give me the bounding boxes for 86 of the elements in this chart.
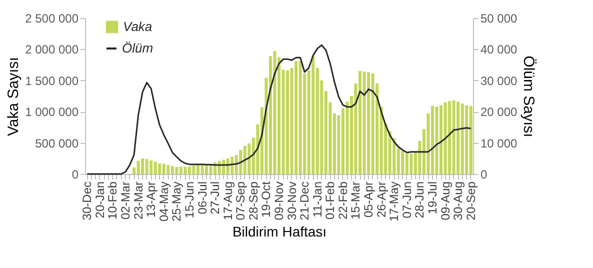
- x-tick-label: 26-Apr: [374, 182, 388, 218]
- bar: [294, 61, 298, 174]
- bar: [469, 106, 472, 174]
- bar: [175, 167, 178, 174]
- x-tick-label: 23-Mar: [131, 182, 146, 220]
- x-tick-label: 02-Mar: [118, 182, 133, 220]
- x-tick-label: 19-Jul: [425, 182, 440, 214]
- y-tick-label: 1 000 000: [25, 105, 79, 120]
- x-tick-label: 28-Jun: [412, 182, 427, 218]
- bar: [145, 159, 148, 174]
- bar: [154, 162, 157, 174]
- bar: [371, 74, 374, 174]
- x-tick-label: 28-Sep: [246, 181, 260, 220]
- bar: [141, 158, 144, 174]
- x-tick-label: 17-Aug: [220, 182, 235, 220]
- bar: [286, 70, 290, 174]
- x-tick-label: 21-Dec: [298, 182, 312, 220]
- bar: [465, 105, 468, 174]
- x-tick-label: 17-May: [387, 182, 402, 222]
- bar: [401, 150, 404, 174]
- bar: [448, 100, 452, 174]
- bar: [150, 160, 153, 174]
- y-tick-label: 0: [72, 168, 79, 182]
- y2-tick-label: 40 000: [480, 42, 518, 57]
- x-tick-label: 04-May: [156, 182, 171, 222]
- bar: [440, 105, 443, 174]
- x-tick-label: 15-Mar: [348, 182, 363, 220]
- bar: [179, 166, 182, 174]
- bar: [410, 153, 413, 174]
- legend-label: Vaka: [123, 19, 152, 34]
- bar: [230, 156, 234, 174]
- y2-tick-label: 50 000: [480, 12, 518, 26]
- y2-tick-label: 30 000: [480, 74, 518, 88]
- bar: [170, 166, 174, 174]
- x-tick-label: 01-Feb: [323, 181, 338, 220]
- x-tick-label: 30-Dec: [80, 182, 94, 220]
- bar: [312, 56, 315, 174]
- y2-tick-label: 10 000: [480, 136, 518, 150]
- bar: [452, 100, 456, 174]
- bar: [405, 153, 408, 174]
- y-tick-label: 500 000: [35, 136, 79, 150]
- x-tick-label: 09-Aug: [438, 182, 452, 220]
- bar: [273, 51, 276, 174]
- bar: [298, 61, 302, 174]
- x-tick-label: 13-Apr: [144, 182, 158, 218]
- bar: [460, 103, 464, 174]
- y2-tick-label: 0: [480, 168, 488, 182]
- bar: [162, 164, 166, 174]
- x-tick-label: 30-Nov: [284, 182, 299, 220]
- x-tick-label: 27-Jul: [208, 182, 222, 214]
- x-tick-label: 07-Sep: [234, 181, 248, 220]
- y-tick-label: 2 000 000: [25, 42, 79, 57]
- y2-axis-title: Ölüm Sayısı: [520, 56, 538, 138]
- x-tick-label: 15-Jun: [182, 182, 196, 218]
- x-tick-label: 20-Jan: [92, 182, 107, 218]
- bar: [192, 165, 196, 174]
- y-tick-label: 2 500 000: [25, 12, 79, 26]
- bar: [444, 102, 447, 174]
- x-tick-label: 25-May: [170, 182, 184, 222]
- x-tick-label: 06-Jul: [195, 182, 210, 214]
- x-tick-label: 30-Aug: [451, 182, 466, 220]
- x-tick-label: 20-Sep: [464, 181, 478, 220]
- bar: [166, 165, 170, 174]
- y2-tick-label: 20 000: [480, 105, 518, 120]
- bar: [136, 160, 140, 174]
- bar: [184, 166, 187, 174]
- x-tick-label: 05-Apr: [362, 182, 376, 218]
- bar: [188, 166, 191, 174]
- x-tick-label: 11-Jan: [310, 182, 324, 218]
- x-axis-title: Bildirim Haftası: [232, 224, 327, 240]
- x-tick-label: 19-Oct: [259, 180, 274, 218]
- bar: [367, 72, 370, 174]
- legend-label: Ölüm: [122, 40, 154, 56]
- bar: [456, 102, 460, 174]
- bar: [362, 72, 366, 174]
- bar: [158, 163, 162, 174]
- x-tick-label: 22-Feb: [336, 181, 350, 220]
- x-tick-label: 07-Jun: [400, 182, 414, 218]
- y-axis-title: Vaka Sayısı: [5, 57, 22, 136]
- bar: [200, 165, 204, 174]
- bar: [205, 165, 208, 174]
- y-tick-label: 1 500 000: [25, 74, 79, 88]
- x-tick-label: 10-Feb: [106, 181, 120, 220]
- bar: [243, 146, 246, 174]
- bar: [435, 106, 438, 174]
- x-tick-label: 09-Nov: [272, 182, 286, 220]
